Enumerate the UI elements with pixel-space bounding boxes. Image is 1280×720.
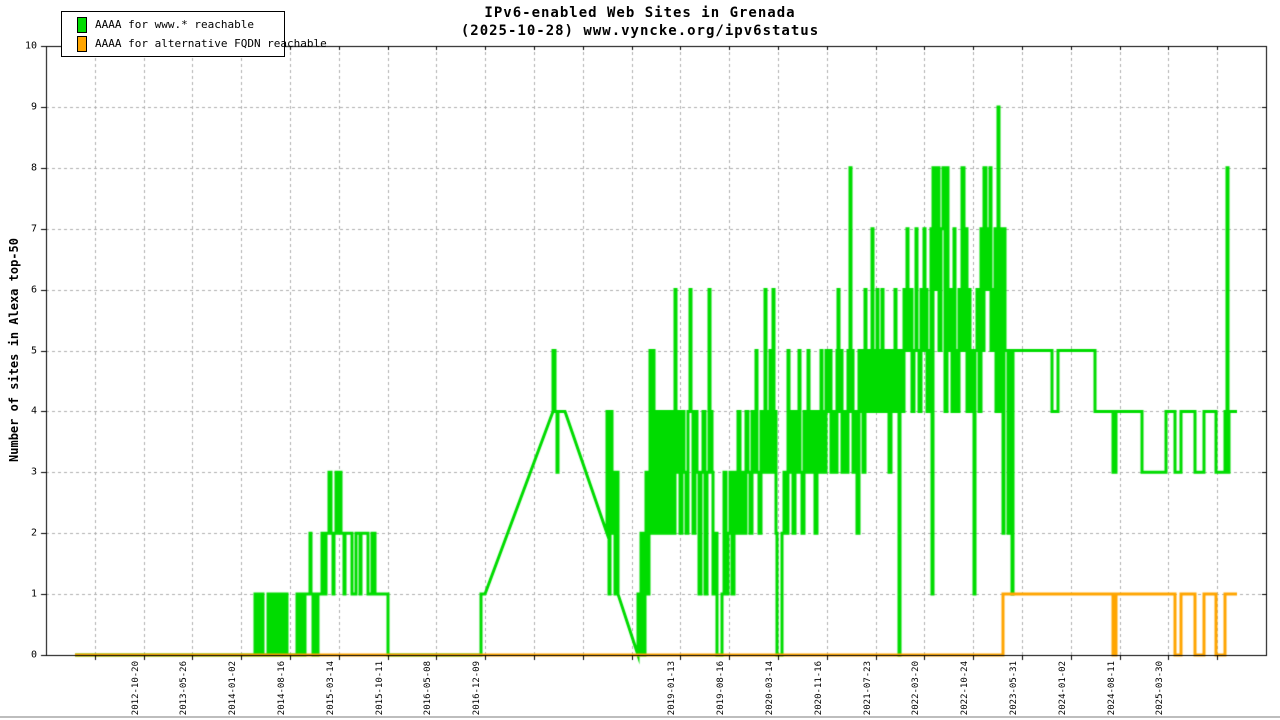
legend-item-www: AAAA for www.* reachable: [62, 16, 284, 34]
x-tick-label: 2024-01-02: [1057, 661, 1068, 716]
y-tick-label: 0: [30, 649, 37, 661]
x-tick-label: 2024-08-11: [1106, 661, 1117, 716]
y-tick-label: 10: [24, 40, 37, 52]
x-tick-label: 2019-08-16: [716, 661, 727, 716]
legend-swatch-green: [77, 16, 87, 33]
legend: AAAA for www.* reachable AAAA for altern…: [61, 11, 327, 57]
x-tick-label: 2015-03-14: [325, 661, 336, 716]
x-tick-label: 2016-05-08: [423, 661, 434, 716]
chart-subtitle: (2025-10-28) www.vyncke.org/ipv6status: [460, 23, 820, 39]
y-tick-label: 3: [30, 466, 37, 478]
legend-label-fqdn: AAAA for alternative FQDN reachable: [95, 37, 327, 50]
x-tick-label: 2014-08-16: [277, 661, 287, 716]
y-tick-label: 1: [30, 588, 37, 600]
chart-title: IPv6-enabled Web Sites in Grenada: [484, 5, 796, 21]
x-tick-label: 2022-03-20: [911, 661, 922, 716]
y-tick-label: 6: [30, 284, 37, 296]
y-tick-label: 9: [30, 101, 37, 113]
x-tick-label: 2016-12-09: [472, 661, 483, 716]
chart-title-block: IPv6-enabled Web Sites in Grenada (2025-…: [0, 4, 1280, 40]
x-tick-label: 2019-01-13: [667, 661, 678, 716]
x-tick-label: 2025-03-30: [1155, 661, 1166, 716]
x-tick-label: 2012-10-20: [130, 661, 141, 716]
legend-label-www: AAAA for www.* reachable: [95, 18, 254, 31]
x-tick-label: 2021-07-23: [862, 661, 873, 716]
y-tick-label: 2: [30, 527, 37, 539]
legend-swatch-orange: [77, 35, 87, 52]
x-tick-label: 2023-05-31: [1009, 661, 1019, 716]
x-tick-label: 2014-01-02: [228, 661, 239, 716]
legend-item-fqdn: AAAA for alternative FQDN reachable: [62, 35, 327, 53]
x-tick-label: 2022-10-24: [960, 661, 971, 716]
y-axis-title: Number of sites in Alexa top-50: [7, 238, 21, 462]
y-tick-label: 7: [30, 223, 37, 235]
x-tick-label: 2020-11-16: [813, 661, 824, 716]
x-tick-label: 2013-05-26: [179, 661, 190, 716]
window-bottom-edge: [0, 716, 1280, 718]
y-tick-label: 8: [30, 162, 37, 174]
x-tick-label: 2015-10-11: [374, 661, 385, 716]
x-tick-label: 2020-03-14: [765, 661, 775, 716]
y-tick-label: 4: [30, 405, 37, 417]
y-tick-label: 5: [30, 345, 37, 356]
